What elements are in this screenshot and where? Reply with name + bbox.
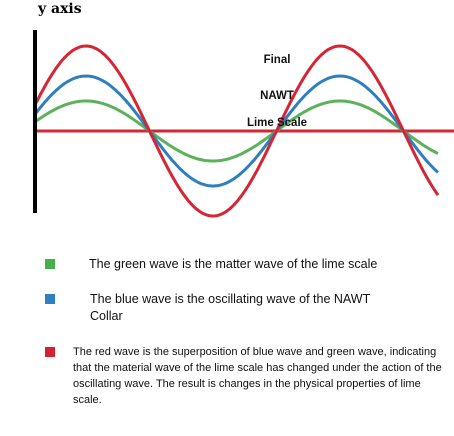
legend-item-red: The red wave is the superposition of blu…: [45, 344, 450, 408]
blue-wave: [34, 74, 440, 188]
wave-diagram-svg: Final NAWT Lime Scale: [33, 30, 454, 218]
wave-diagram: Final NAWT Lime Scale y axis: [33, 1, 454, 218]
red-wave: [34, 44, 440, 218]
green-wave: [35, 99, 439, 163]
red-swatch: [45, 347, 55, 357]
green-swatch: [45, 259, 55, 269]
legend-item-blue: The blue wave is the oscillating wave of…: [45, 291, 375, 325]
nawt-label: NAWT: [260, 90, 294, 102]
y-axis-label: y axis: [38, 1, 82, 17]
final-label: Final: [264, 54, 291, 66]
legend-item-green: The green wave is the matter wave of the…: [45, 256, 445, 273]
legend-text-blue: The blue wave is the oscillating wave of…: [90, 292, 370, 323]
legend-text-red: The red wave is the superposition of blu…: [73, 346, 442, 406]
blue-swatch: [45, 294, 55, 304]
legend-text-green: The green wave is the matter wave of the…: [89, 257, 378, 271]
lime-scale-label: Lime Scale: [247, 117, 307, 129]
